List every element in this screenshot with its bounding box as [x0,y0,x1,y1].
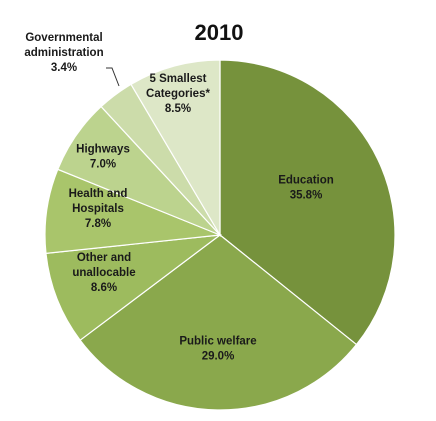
pie-slices [44,59,396,411]
slice-label-line: 29.0% [202,351,235,363]
slice-label-line: Other and [77,252,131,264]
slice-label-line: Education [278,175,334,187]
slice-label-line: Governmental [25,32,102,44]
slice-label-line: 8.6% [91,282,117,294]
slice-label-line: 5 Smallest [150,73,207,85]
slice-label-line: unallocable [72,267,135,279]
slice-label-line: 7.8% [85,218,111,230]
slice-label-line: Categories* [146,88,210,100]
slice-label-6: 5 Smallest Categories* 8.5% [146,73,210,115]
pie-slice-6 [130,59,221,238]
slice-label-line: 8.5% [165,103,191,115]
slice-label-line: 3.4% [51,62,77,74]
slice-label-line: Hospitals [72,203,124,215]
slice-label-2: Other and unallocable 8.6% [72,252,135,294]
slice-label-4: Highways 7.0% [76,144,130,171]
pie-slice-1 [79,234,358,411]
slice-label-3: Health and Hospitals 7.8% [69,188,128,230]
slice-label-line: Health and [69,188,128,200]
slice-label-line: Highways [76,144,130,156]
slice-label-line: administration [24,47,103,59]
slice-label-line: 35.8% [290,190,323,202]
slice-label-line: Public welfare [179,336,256,348]
pie-slice-2 [45,234,223,342]
pie-slice-0 [219,59,396,346]
slice-label-line: 7.0% [90,159,116,171]
chart-title: 2010 [195,20,244,45]
slice-label-0: Education 35.8% [278,175,334,202]
slice-labels: Education 35.8% Public welfare 29.0% Other a… [24,32,333,363]
slice-label-1: Public welfare 29.0% [179,336,256,363]
leader-line [106,67,120,87]
slice-label-5: Governmental administration 3.4% [24,32,103,74]
leader-lines [106,67,120,87]
